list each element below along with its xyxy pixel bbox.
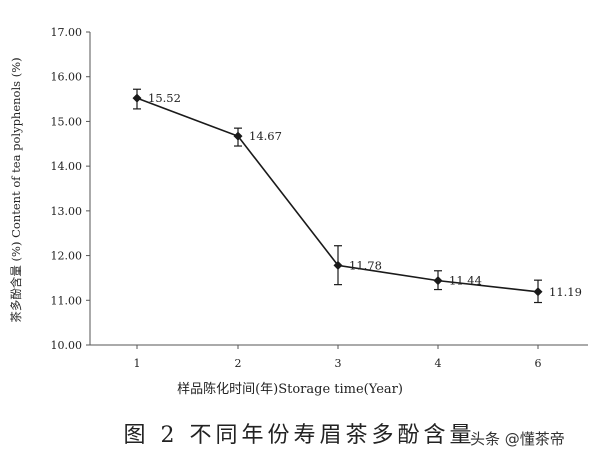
y-tick-label: 13.00 — [51, 205, 83, 218]
x-tick-label: 3 — [335, 357, 342, 370]
y-axis-label: 茶多酚含量 (%) Content of tea polyphenols (%) — [9, 57, 23, 322]
y-tick-label: 10.00 — [51, 339, 83, 352]
data-point — [433, 276, 443, 286]
chart-svg: 10.00 11.00 12.00 13.00 14.00 15.00 16.00 17.00… — [9, 26, 588, 397]
watermark: 头条 @懂茶帝 — [470, 430, 565, 448]
axes — [89, 32, 588, 346]
y-tick-label: 12.00 — [51, 250, 83, 263]
y-tick-label: 17.00 — [51, 26, 83, 39]
y-ticks: 10.00 11.00 12.00 13.00 14.00 15.00 16.00 17.00 — [51, 26, 90, 352]
error-bars — [133, 88, 542, 304]
data-labels: 15.52 14.67 11.78 11.44 11.19 — [148, 91, 582, 299]
figure-caption: 图 2 不同年份寿眉茶多酚含量 — [123, 423, 476, 448]
data-point — [533, 287, 543, 297]
data-point — [233, 131, 243, 141]
data-label: 11.44 — [449, 274, 482, 288]
data-label: 11.19 — [549, 285, 582, 299]
x-tick-label: 1 — [134, 357, 141, 370]
y-tick-label: 16.00 — [51, 71, 83, 84]
y-tick-label: 14.00 — [51, 160, 83, 173]
x-axis-label: 样品陈化时间(年)Storage time(Year) — [177, 381, 403, 397]
data-label: 11.78 — [349, 258, 382, 272]
x-tick-label: 4 — [435, 357, 442, 370]
data-points — [132, 93, 543, 297]
data-point — [333, 260, 343, 270]
data-label: 15.52 — [148, 91, 181, 105]
data-label: 14.67 — [249, 129, 282, 143]
y-tick-label: 15.00 — [51, 115, 83, 128]
x-ticks: 1 2 3 4 6 — [134, 345, 542, 370]
x-tick-label: 6 — [535, 357, 542, 370]
data-point — [132, 93, 142, 103]
y-tick-label: 11.00 — [51, 294, 83, 307]
x-tick-label: 2 — [235, 357, 242, 370]
